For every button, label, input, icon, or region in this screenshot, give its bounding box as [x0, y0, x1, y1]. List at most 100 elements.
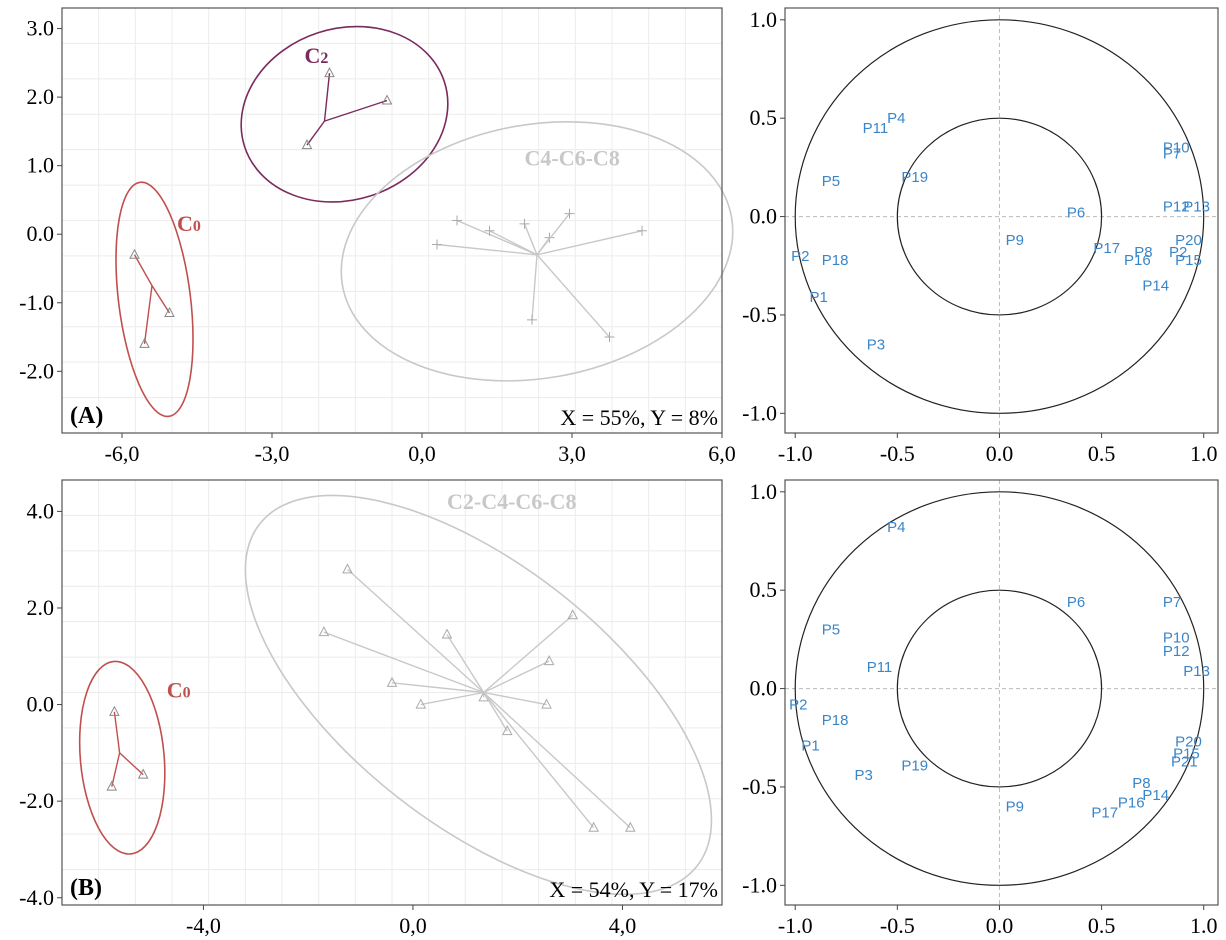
plot-frame	[784, 479, 1219, 906]
x-tick-label: 0.0	[986, 441, 1014, 466]
group-label-main: C	[177, 211, 193, 236]
point-marker	[564, 208, 575, 219]
variable-label: P2	[1169, 244, 1187, 261]
variable-label: P20	[1175, 232, 1202, 249]
point-marker	[604, 332, 615, 343]
y-tick-label: 1.0	[27, 153, 55, 178]
spoke-line	[324, 99, 388, 122]
variable-label: P8	[1132, 775, 1150, 792]
point-marker	[129, 248, 140, 259]
variable-label: P13	[1183, 663, 1210, 680]
variable-label: P1	[801, 738, 819, 755]
spoke-line	[483, 692, 508, 732]
y-tick-label: -2.0	[19, 788, 54, 813]
y-tick-label: 3.0	[27, 16, 55, 41]
group-ellipse	[240, 25, 449, 203]
group-label: C4-C6-C8	[525, 146, 620, 171]
variance-annotation: X = 54%, Y = 17%	[549, 877, 718, 902]
y-tick-label: 2.0	[27, 84, 55, 109]
group-label: C2	[305, 43, 329, 68]
score-plot-b: C0 C2-C4-C6-C8 -4,0 0,0 4,0 4.0 2.0 0.0 -2.0 -4.0…	[19, 479, 723, 938]
group-label: C2-C4-C6-C8	[447, 489, 577, 514]
point-marker	[637, 225, 647, 236]
point-marker	[432, 239, 442, 250]
spoke-line	[489, 230, 538, 256]
variable-label: P12	[1163, 643, 1190, 660]
panel-label: (A)	[70, 403, 103, 429]
x-tick-label: 6,0	[708, 441, 736, 466]
variable-label: P15	[1173, 745, 1200, 762]
spoke-line	[483, 660, 550, 694]
variable-label: P13	[1183, 199, 1210, 216]
group-ellipse	[244, 494, 713, 896]
point-marker	[318, 626, 330, 637]
spoke-line	[391, 682, 484, 694]
group-label: C0	[177, 211, 201, 236]
variable-label: P19	[901, 757, 928, 774]
correlation-circle	[896, 589, 1103, 788]
x-tick-label: -3,0	[255, 441, 290, 466]
point-marker	[527, 314, 537, 325]
x-tick-label: -6,0	[105, 441, 140, 466]
point-marker	[543, 655, 555, 666]
spoke-line	[446, 634, 485, 693]
variable-label: P12	[1163, 199, 1190, 216]
point-marker	[567, 609, 579, 620]
y-tick-label: 0.0	[27, 221, 55, 246]
variable-label: P11	[867, 659, 893, 676]
spoke-line	[323, 631, 484, 694]
x-tick-label: 0.5	[1088, 441, 1116, 466]
panel-label: (B)	[70, 875, 102, 901]
score-plot-b-svg: C0 C2-C4-C6-C8 -4,0 0,0 4,0 4.0 2.0 0.0 -2.0 -4.0…	[19, 479, 723, 938]
spoke-line	[151, 285, 171, 314]
group-label-sub: 0	[193, 218, 201, 235]
variable-label: P6	[1067, 205, 1085, 222]
point-marker	[484, 225, 495, 236]
plot-frame	[61, 479, 723, 906]
spoke-line	[133, 254, 153, 286]
variable-label: P1	[810, 289, 828, 306]
plot-frame	[784, 7, 1219, 434]
score-plot-a: C0 C2 C4-C6-C8 -6,0 -3,0 0,0 3,0 6,0 3.0 2.0 1.0 0.…	[19, 7, 736, 466]
variable-label: P2	[789, 696, 807, 713]
x-tick-label: 0,0	[408, 441, 436, 466]
x-tick-label: -1.0	[778, 441, 813, 466]
variable-label: P2	[791, 248, 809, 265]
y-tick-label: -1.0	[19, 290, 54, 315]
spoke-line	[483, 691, 631, 829]
spoke-line	[536, 254, 611, 338]
y-tick-label: 0.5	[750, 577, 778, 602]
plot-frame	[61, 7, 723, 434]
y-tick-label: -0.5	[742, 302, 777, 327]
correlation-circle	[794, 19, 1205, 414]
group-label: C0	[167, 677, 191, 702]
variable-label: P9	[1006, 232, 1024, 249]
spoke-line	[483, 692, 595, 829]
variable-label: P14	[1142, 277, 1169, 294]
x-tick-label: 0.0	[986, 913, 1014, 938]
variable-label: P16	[1118, 795, 1145, 812]
point-marker	[301, 139, 313, 150]
point-marker	[106, 780, 118, 791]
spoke-line	[536, 213, 571, 256]
point-marker	[519, 218, 530, 229]
x-tick-label: 4,0	[609, 913, 637, 938]
x-tick-label: 3,0	[558, 441, 586, 466]
point-marker	[386, 676, 398, 687]
y-tick-label: 0.0	[750, 204, 778, 229]
loading-plot-a: P4 P11 P5 P19 P10 P7 P12 P13 P6 P9 P17 P8 P16 P20 P2 P1…	[742, 7, 1219, 466]
group-label-sub: 0	[183, 684, 191, 701]
point-marker	[544, 232, 555, 243]
x-tick-label: 0,0	[399, 913, 427, 938]
group-label-main: C	[305, 43, 321, 68]
point-marker	[452, 215, 462, 226]
point-marker	[139, 337, 150, 348]
variable-label: P17	[1091, 805, 1118, 822]
y-tick-label: -4.0	[19, 885, 54, 910]
variable-label: P11	[863, 120, 889, 137]
variable-label: P9	[1006, 799, 1024, 816]
variable-label: P10	[1163, 140, 1190, 157]
spoke-line	[111, 752, 121, 787]
group-ellipse	[115, 181, 194, 418]
